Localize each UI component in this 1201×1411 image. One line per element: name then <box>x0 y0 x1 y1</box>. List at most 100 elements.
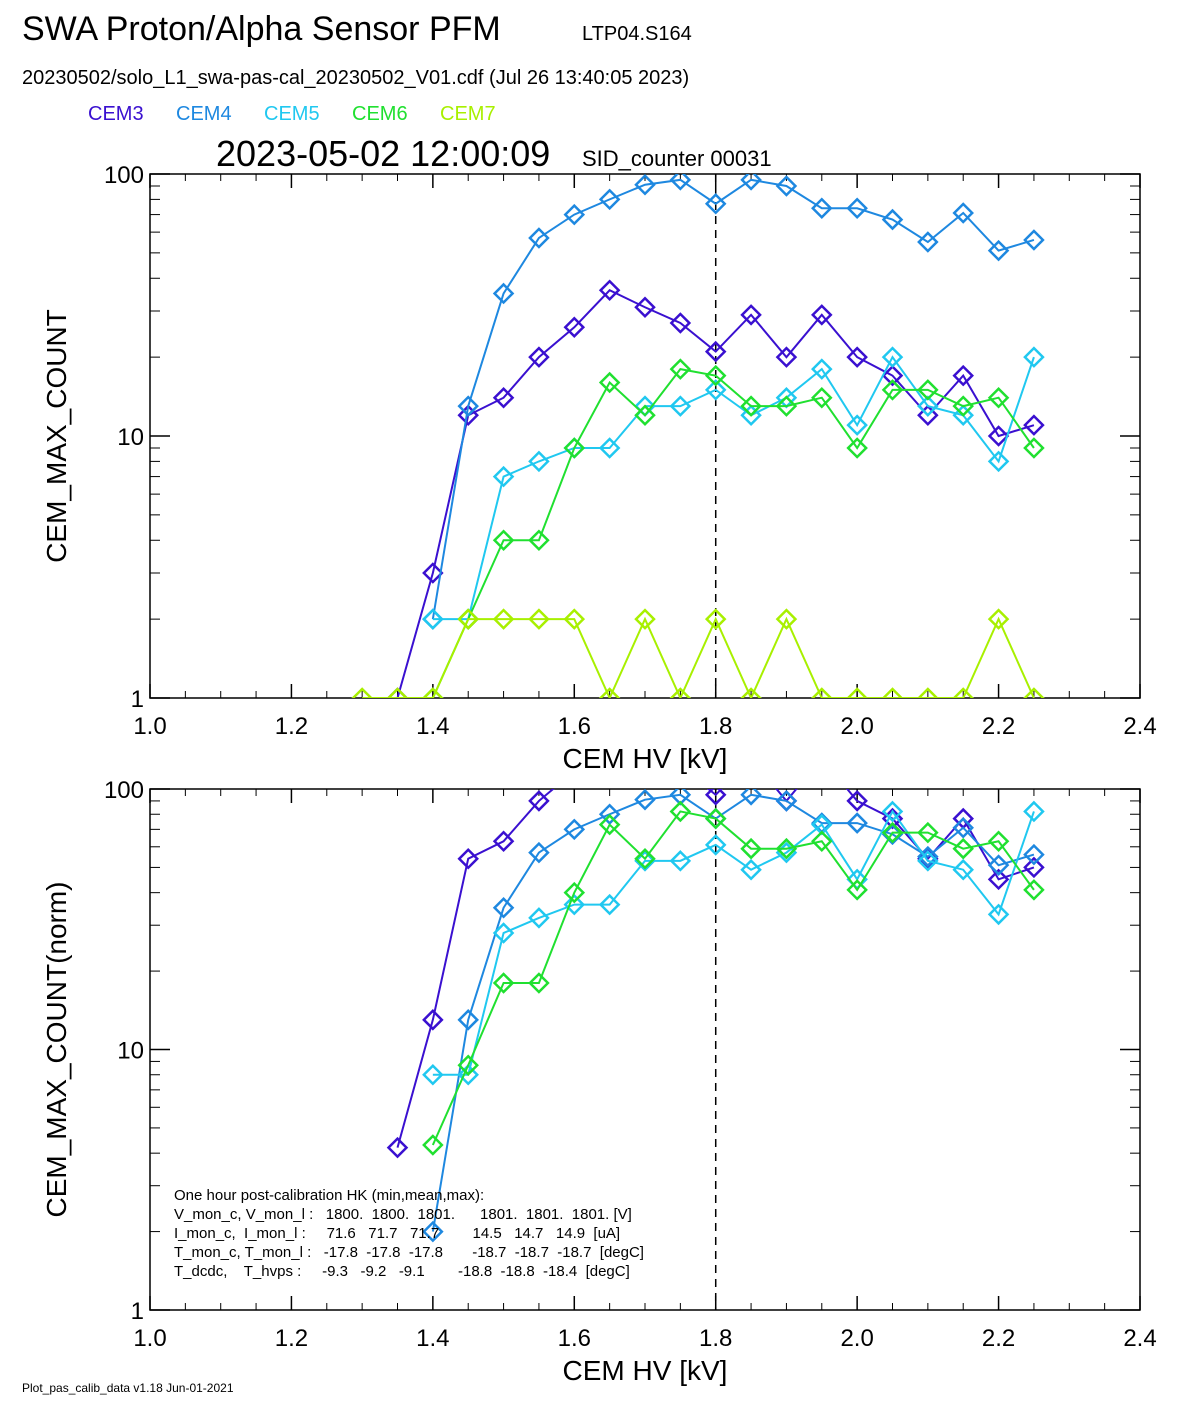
x-tick-label: 2.0 <box>840 713 873 740</box>
data-point <box>1023 229 1045 251</box>
data-point <box>881 821 904 844</box>
x-tick-label: 1.6 <box>558 713 591 740</box>
data-point <box>563 437 586 459</box>
y-tick-label: 10 <box>117 1038 144 1065</box>
data-point <box>669 395 692 417</box>
data-point <box>457 1009 479 1031</box>
data-point <box>634 174 656 196</box>
data-point <box>775 837 798 860</box>
data-point <box>598 687 621 698</box>
data-point <box>422 1220 444 1243</box>
data-point <box>846 879 868 901</box>
data-point <box>952 816 974 839</box>
hk-annotation: I_mon_c, I_mon_l : 71.6 71.7 71.7 14.5 1… <box>174 1225 620 1242</box>
data-point <box>386 1136 409 1159</box>
data-point <box>881 208 904 231</box>
data-point <box>528 529 550 552</box>
data-point <box>563 316 586 339</box>
data-point <box>704 192 727 215</box>
data-point <box>598 437 621 459</box>
x-tick-label: 1.6 <box>558 1325 591 1352</box>
plot-area <box>351 174 1045 698</box>
data-point <box>669 800 692 823</box>
data-point <box>634 789 656 811</box>
data-point <box>987 608 1010 630</box>
data-point <box>740 837 762 860</box>
x-tick-label: 2.4 <box>1123 713 1156 740</box>
timestamp: 2023-05-02 12:00:09 <box>216 133 550 174</box>
data-point <box>704 379 727 401</box>
x-tick-label: 2.2 <box>982 713 1015 740</box>
legend-entry: CEM3 <box>88 103 144 125</box>
data-point <box>528 790 550 812</box>
data-point <box>846 790 868 812</box>
data-point <box>634 847 656 870</box>
data-point <box>386 687 409 698</box>
x-tick-label: 2.4 <box>1123 1325 1156 1352</box>
data-point <box>952 687 974 698</box>
data-point <box>598 371 621 394</box>
data-point <box>457 1054 479 1077</box>
legend: CEM3 CEM4 CEM5 CEM6 CEM7 <box>88 103 496 125</box>
data-point <box>669 687 692 698</box>
data-point <box>917 850 939 872</box>
data-point <box>492 972 515 994</box>
data-point <box>740 404 762 427</box>
data-point <box>952 202 974 224</box>
data-point <box>528 450 550 473</box>
x-tick-label: 1.4 <box>416 1325 449 1352</box>
y-axis-label: CEM_MAX_COUNT <box>41 309 72 563</box>
data-point <box>987 239 1010 262</box>
data-point <box>351 687 373 698</box>
legend-entry: CEM5 <box>264 103 320 125</box>
data-point <box>528 608 550 630</box>
data-point <box>881 687 904 698</box>
hk-annotation: V_mon_c, V_mon_l : 1800. 1800. 1801. 180… <box>174 1206 632 1223</box>
data-point <box>563 893 586 916</box>
x-axis-label: CEM HV [kV] <box>563 1355 728 1386</box>
series-line <box>431 178 1035 620</box>
data-point <box>492 282 515 305</box>
data-point <box>742 749 760 767</box>
hk-annotation: T_mon_c, T_mon_l : -17.8 -17.8 -17.8 -18… <box>174 1244 644 1261</box>
series-line <box>396 789 1035 1148</box>
data-point <box>917 395 939 417</box>
y-tick-label: 1 <box>131 1298 144 1325</box>
series-line <box>362 616 1035 698</box>
data-point <box>987 425 1010 447</box>
legend-entry: CEM6 <box>352 103 408 125</box>
data-point <box>811 687 833 698</box>
data-point <box>1023 687 1045 698</box>
data-point <box>422 608 444 630</box>
data-point <box>528 972 550 994</box>
data-point <box>917 687 939 698</box>
data-point <box>492 529 515 552</box>
data-point <box>740 174 762 191</box>
data-point <box>457 395 479 417</box>
y-tick-label: 100 <box>104 777 144 804</box>
data-point <box>811 197 833 220</box>
data-point <box>881 364 904 387</box>
title: SWA Proton/Alpha Sensor PFM <box>22 10 501 48</box>
x-tick-label: 1.0 <box>133 713 166 740</box>
data-point <box>1023 414 1045 436</box>
data-point <box>917 821 939 844</box>
plot-area <box>386 725 1045 1243</box>
data-point <box>601 725 619 743</box>
data-point <box>563 608 586 630</box>
data-point <box>598 893 621 916</box>
legend-entry: CEM4 <box>176 103 232 125</box>
file-info: 20230502/solo_L1_swa-pas-cal_20230502_V0… <box>22 67 689 89</box>
x-tick-label: 1.0 <box>133 1325 166 1352</box>
x-tick-label: 2.0 <box>840 1325 873 1352</box>
data-point <box>740 304 762 326</box>
data-point <box>1023 800 1045 823</box>
data-point <box>528 346 550 368</box>
data-point <box>1023 437 1045 459</box>
data-point <box>917 847 939 870</box>
data-point <box>457 608 479 630</box>
data-point <box>740 395 762 417</box>
data-point <box>457 847 479 870</box>
series-line <box>431 368 1035 698</box>
data-point <box>492 922 515 944</box>
